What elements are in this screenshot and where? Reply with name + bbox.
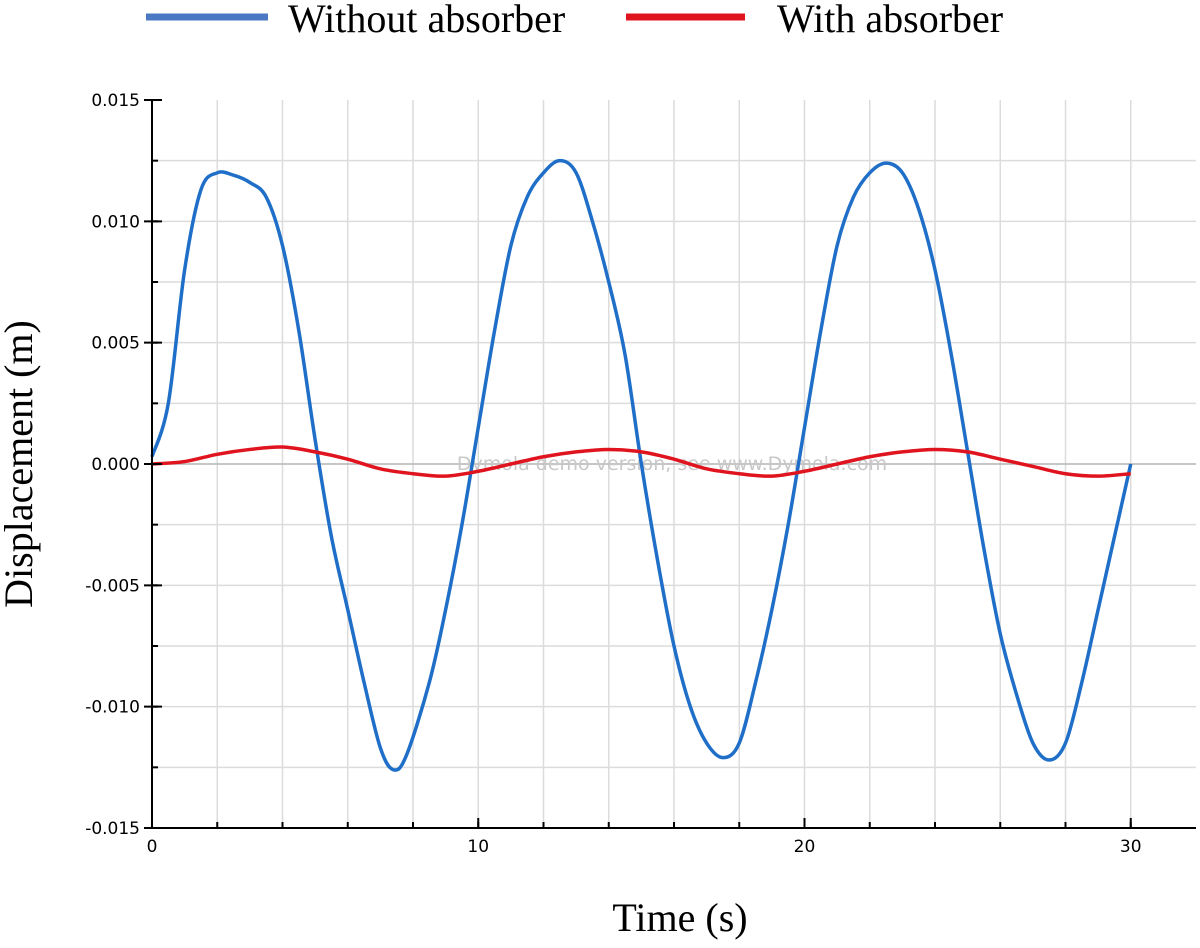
legend-label-without-absorber: Without absorber bbox=[288, 0, 565, 41]
y-axis-title: Displacement (m) bbox=[0, 320, 41, 608]
x-axis-title: Time (s) bbox=[612, 895, 747, 940]
y-tick-label: 0.005 bbox=[91, 334, 140, 354]
y-tick-label: -0.015 bbox=[85, 819, 140, 839]
x-tick-label: 20 bbox=[794, 837, 816, 857]
x-tick-label: 0 bbox=[147, 837, 158, 857]
ticks: 0 10 20 30 0.015 0.010 0.005 0.000 -0.005 -0.010 -… bbox=[85, 91, 1141, 857]
y-tick-label: 0.015 bbox=[91, 91, 140, 111]
y-tick-label: -0.005 bbox=[85, 576, 140, 596]
y-tick-label: -0.010 bbox=[85, 698, 140, 718]
x-tick-label: 10 bbox=[467, 837, 489, 857]
series-line-with-absorber bbox=[151, 445, 1131, 478]
watermark: Dymola demo version, see www.Dymola.com bbox=[457, 453, 887, 475]
legend: Without absorber With absorber bbox=[146, 0, 1003, 41]
y-tick-label: 0.000 bbox=[91, 455, 140, 475]
series-layer bbox=[150, 158, 1133, 772]
legend-label-with-absorber: With absorber bbox=[777, 0, 1003, 41]
y-tick-label: 0.010 bbox=[91, 212, 140, 232]
x-tick-label: 30 bbox=[1120, 837, 1142, 857]
series-line-without-absorber bbox=[150, 158, 1133, 772]
